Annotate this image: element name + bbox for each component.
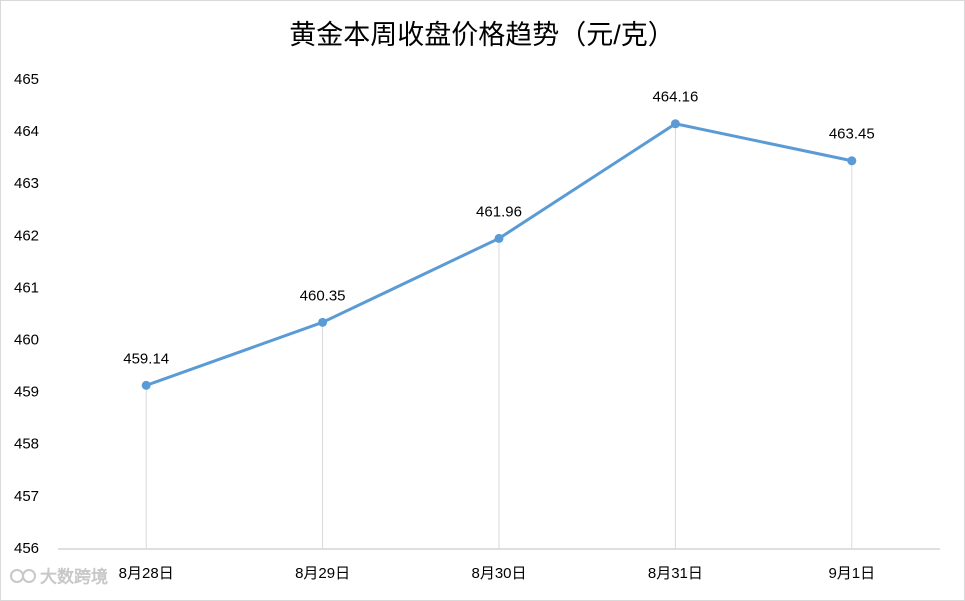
x-tick-label: 9月1日 (828, 565, 875, 582)
marker (670, 119, 680, 129)
x-tick-label: 8月31日 (648, 565, 703, 582)
watermark-logo (10, 569, 36, 583)
y-tick-label: 465 (14, 71, 39, 88)
y-tick-label: 459 (14, 384, 39, 401)
data-label: 464.16 (652, 89, 698, 106)
y-tick-label: 456 (14, 540, 39, 557)
watermark: 大数跨境 (40, 566, 108, 586)
y-tick-label: 463 (14, 175, 39, 192)
y-tick-label: 464 (14, 123, 39, 140)
data-label: 459.14 (123, 350, 169, 367)
marker (141, 380, 151, 390)
marker (494, 233, 504, 243)
data-label: 460.35 (300, 287, 346, 304)
chart-title: 黄金本周收盘价格趋势（元/克） (289, 20, 675, 50)
y-tick-label: 458 (14, 436, 39, 453)
y-tick-label: 462 (14, 227, 39, 244)
x-tick-label: 8月30日 (471, 565, 526, 582)
x-tick-label: 8月29日 (295, 565, 350, 582)
x-tick-label: 8月28日 (119, 565, 174, 582)
y-tick-label: 460 (14, 332, 39, 349)
y-tick-label: 461 (14, 279, 39, 296)
data-label: 461.96 (476, 203, 522, 220)
y-tick-label: 457 (14, 488, 39, 505)
marker (318, 317, 328, 327)
data-label: 463.45 (829, 126, 875, 143)
marker (847, 156, 857, 166)
